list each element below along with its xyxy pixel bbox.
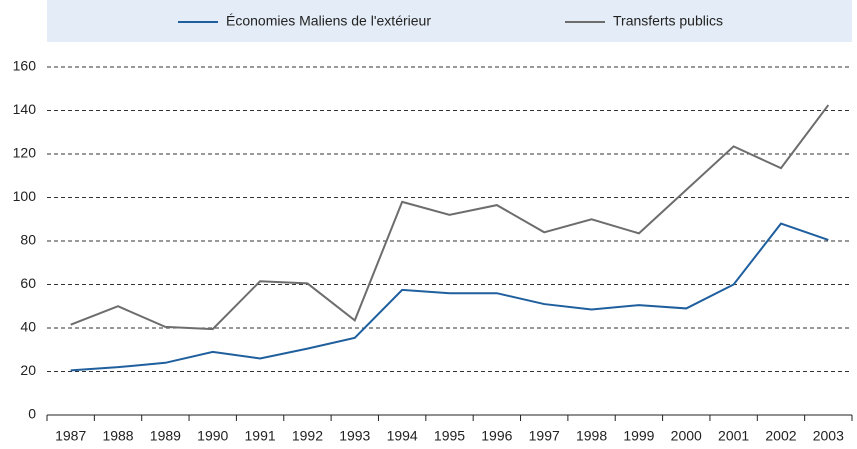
y-tick-label: 140: [13, 101, 37, 117]
legend-box: [47, 0, 852, 42]
x-tick-label: 1992: [292, 428, 323, 444]
y-tick-label: 160: [13, 58, 37, 74]
x-tick-label: 1991: [245, 428, 276, 444]
series-line: [70, 104, 830, 331]
x-tick-label: 1995: [434, 428, 465, 444]
x-tick-label: 2003: [813, 428, 844, 444]
x-tick-label: 1988: [102, 428, 133, 444]
x-tick-label: 1987: [55, 428, 86, 444]
x-tick-label: 1993: [339, 428, 370, 444]
x-tick-label: 1997: [529, 428, 560, 444]
y-tick-label: 0: [28, 406, 36, 422]
x-tick-label: 1994: [387, 428, 418, 444]
x-tick-label: 1998: [576, 428, 607, 444]
y-tick-label: 100: [13, 188, 37, 204]
x-tick-label: 2001: [718, 428, 749, 444]
legend-label: Économies Maliens de l'extérieur: [226, 13, 431, 29]
x-tick-label: 1990: [197, 428, 228, 444]
x-tick-label: 2000: [671, 428, 702, 444]
x-tick-label: 1996: [481, 428, 512, 444]
y-tick-label: 60: [20, 275, 36, 291]
y-tick-label: 120: [13, 145, 37, 161]
legend-label: Transferts publics: [613, 13, 723, 29]
x-tick-label: 2002: [765, 428, 796, 444]
y-tick-label: 20: [20, 362, 36, 378]
y-tick-label: 80: [20, 232, 36, 248]
x-tick-label: 1989: [150, 428, 181, 444]
series-line: [70, 222, 829, 372]
x-tick-label: 1999: [623, 428, 654, 444]
y-tick-label: 40: [20, 319, 36, 335]
